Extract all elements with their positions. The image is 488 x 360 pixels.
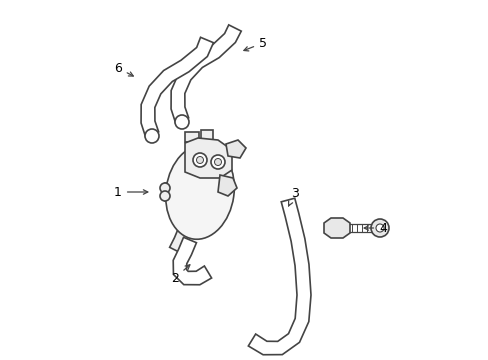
- Circle shape: [160, 183, 170, 193]
- Polygon shape: [186, 222, 199, 232]
- Text: 6: 6: [114, 62, 133, 76]
- Text: 2: 2: [171, 265, 189, 284]
- Polygon shape: [248, 198, 310, 355]
- Polygon shape: [225, 140, 245, 158]
- Circle shape: [145, 129, 159, 143]
- Circle shape: [193, 153, 206, 167]
- Circle shape: [175, 115, 189, 129]
- Circle shape: [214, 158, 221, 166]
- Polygon shape: [201, 130, 213, 140]
- Ellipse shape: [165, 145, 234, 239]
- Text: 4: 4: [364, 221, 386, 234]
- Polygon shape: [184, 138, 231, 178]
- Text: 3: 3: [288, 186, 298, 206]
- Polygon shape: [164, 191, 178, 201]
- Polygon shape: [324, 218, 349, 238]
- Circle shape: [370, 219, 388, 237]
- Polygon shape: [171, 25, 241, 122]
- Polygon shape: [164, 183, 178, 193]
- Circle shape: [375, 224, 383, 232]
- Circle shape: [196, 157, 203, 163]
- Polygon shape: [218, 175, 237, 196]
- Text: 1: 1: [114, 185, 147, 198]
- Polygon shape: [184, 132, 199, 142]
- Circle shape: [210, 155, 224, 169]
- Polygon shape: [141, 37, 213, 136]
- Text: 5: 5: [244, 36, 266, 51]
- Polygon shape: [173, 237, 211, 285]
- Circle shape: [160, 191, 170, 201]
- Polygon shape: [169, 226, 190, 253]
